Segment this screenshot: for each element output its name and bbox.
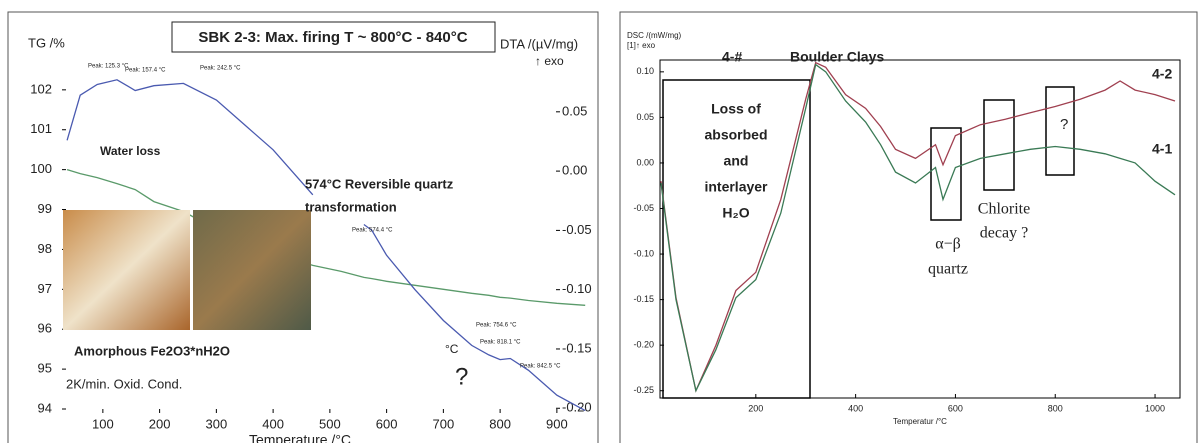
x-tick-label: 900 bbox=[546, 416, 568, 431]
region-box bbox=[1045, 86, 1075, 176]
y-tick-label: -0.15 bbox=[633, 294, 654, 304]
annotation: Peak: 818.1 °C bbox=[480, 340, 521, 346]
annotation: Peak: 842.5 °C bbox=[520, 364, 561, 370]
y-tick-label: 97 bbox=[38, 281, 52, 296]
annotation: α−β bbox=[935, 236, 961, 253]
region-box bbox=[930, 127, 962, 221]
y-tick-label: 0.05 bbox=[636, 112, 654, 122]
annotation: decay ? bbox=[980, 225, 1028, 242]
left-chart: SBK 2-3: Max. firing T ~ 800°C - 840°C TG… bbox=[28, 21, 592, 443]
y-tick-label: 94 bbox=[38, 400, 52, 415]
y-tick-label: -0.05 bbox=[633, 203, 654, 213]
y-axis-label: DSC /(mW/mg) bbox=[627, 31, 682, 40]
annotation: transformation bbox=[305, 199, 397, 214]
y-tick-label: -0.25 bbox=[633, 385, 654, 395]
annotation: Amorphous Fe2O3*nH2O bbox=[74, 343, 230, 358]
x-tick-label: 200 bbox=[149, 416, 171, 431]
y2-note: ↑ exo bbox=[535, 54, 564, 68]
photo bbox=[63, 210, 190, 330]
annotation: ? bbox=[455, 363, 468, 390]
x-tick-label: 1000 bbox=[1145, 403, 1165, 413]
x-axis-label: Temperatur /°C bbox=[893, 417, 947, 426]
annotation: Peak: 574.4 °C bbox=[352, 228, 393, 234]
y2-axis-label: DTA /(µV/mg) bbox=[500, 36, 578, 51]
left-panel bbox=[7, 11, 599, 443]
title-box bbox=[171, 21, 496, 53]
series-label: 4-1 bbox=[1152, 141, 1172, 157]
annotation: Peak: 157.4 °C bbox=[125, 68, 166, 74]
annotation: H₂O bbox=[722, 205, 749, 221]
annotation: 574°C Reversible quartz bbox=[305, 176, 454, 191]
y-tick-label: 0.10 bbox=[636, 66, 654, 76]
region-box bbox=[983, 99, 1015, 191]
plot-frame bbox=[659, 59, 1181, 399]
x-tick-label: 600 bbox=[948, 403, 963, 413]
y-tick-label: 99 bbox=[38, 201, 52, 216]
right-panel bbox=[619, 11, 1198, 443]
y-tick-label: 100 bbox=[30, 161, 52, 176]
x-tick-label: 800 bbox=[489, 416, 511, 431]
annotation: Loss of bbox=[711, 101, 761, 117]
y-tick-label: -0.10 bbox=[633, 248, 654, 258]
x-tick-label: 800 bbox=[1048, 403, 1063, 413]
annotation: °C bbox=[445, 342, 459, 356]
y2-tick-label: 0.05 bbox=[562, 103, 587, 118]
region-box bbox=[662, 79, 811, 399]
chart-title: 4-# bbox=[722, 49, 742, 65]
y-tick-label: 96 bbox=[38, 321, 52, 336]
annotation: absorbed bbox=[704, 127, 767, 143]
series-line bbox=[660, 63, 1176, 393]
annotation: Peak: 242.5 °C bbox=[200, 66, 241, 72]
y2-tick-label: -0.15 bbox=[562, 340, 592, 355]
annotation: and bbox=[724, 153, 749, 169]
x-tick-label: 400 bbox=[848, 403, 863, 413]
y-tick-label: 95 bbox=[38, 361, 52, 376]
x-tick-label: 500 bbox=[319, 416, 341, 431]
x-tick-label: 200 bbox=[748, 403, 763, 413]
series-line bbox=[660, 61, 1176, 393]
y-tick-label: 0.00 bbox=[636, 157, 654, 167]
y2-tick-label: -0.20 bbox=[562, 400, 592, 415]
right-chart: DSC /(mW/mg)[1]↑ exo 4-# Boulder Clays Temp… bbox=[627, 31, 1181, 426]
y-tick-label: 102 bbox=[30, 81, 52, 96]
series-line bbox=[66, 168, 586, 306]
x-tick-label: 100 bbox=[92, 416, 114, 431]
photo bbox=[193, 210, 311, 330]
chart-title: SBK 2-3: Max. firing T ~ 800°C - 840°C bbox=[198, 29, 467, 46]
annotation: Peak: 754.6 °C bbox=[476, 323, 517, 329]
annotation: ? bbox=[1060, 116, 1068, 133]
x-tick-label: 400 bbox=[262, 416, 284, 431]
annotation: interlayer bbox=[704, 179, 768, 195]
x-tick-label: 700 bbox=[433, 416, 455, 431]
annotation: Peak: 125.3 °C bbox=[88, 64, 129, 70]
annotation: Chlorite bbox=[978, 201, 1030, 218]
annotation: Water loss bbox=[100, 144, 161, 158]
y2-tick-label: -0.05 bbox=[562, 222, 592, 237]
annotation: quartz bbox=[928, 261, 968, 278]
y-tick-label: -0.20 bbox=[633, 340, 654, 350]
y-note: [1]↑ exo bbox=[627, 41, 656, 50]
annotation: 2K/min. Oxid. Cond. bbox=[66, 376, 182, 391]
chart-subtitle: Boulder Clays bbox=[790, 49, 884, 65]
x-tick-label: 600 bbox=[376, 416, 398, 431]
x-tick-label: 300 bbox=[206, 416, 228, 431]
series-line bbox=[66, 79, 586, 412]
y2-tick-label: -0.10 bbox=[562, 281, 592, 296]
x-axis-label: Temperature /°C bbox=[249, 432, 351, 443]
y-axis-label: TG /% bbox=[28, 35, 65, 50]
y-tick-label: 98 bbox=[38, 241, 52, 256]
y2-tick-label: 0.00 bbox=[562, 163, 587, 178]
y-tick-label: 101 bbox=[30, 121, 52, 136]
series-label: 4-2 bbox=[1152, 66, 1172, 82]
